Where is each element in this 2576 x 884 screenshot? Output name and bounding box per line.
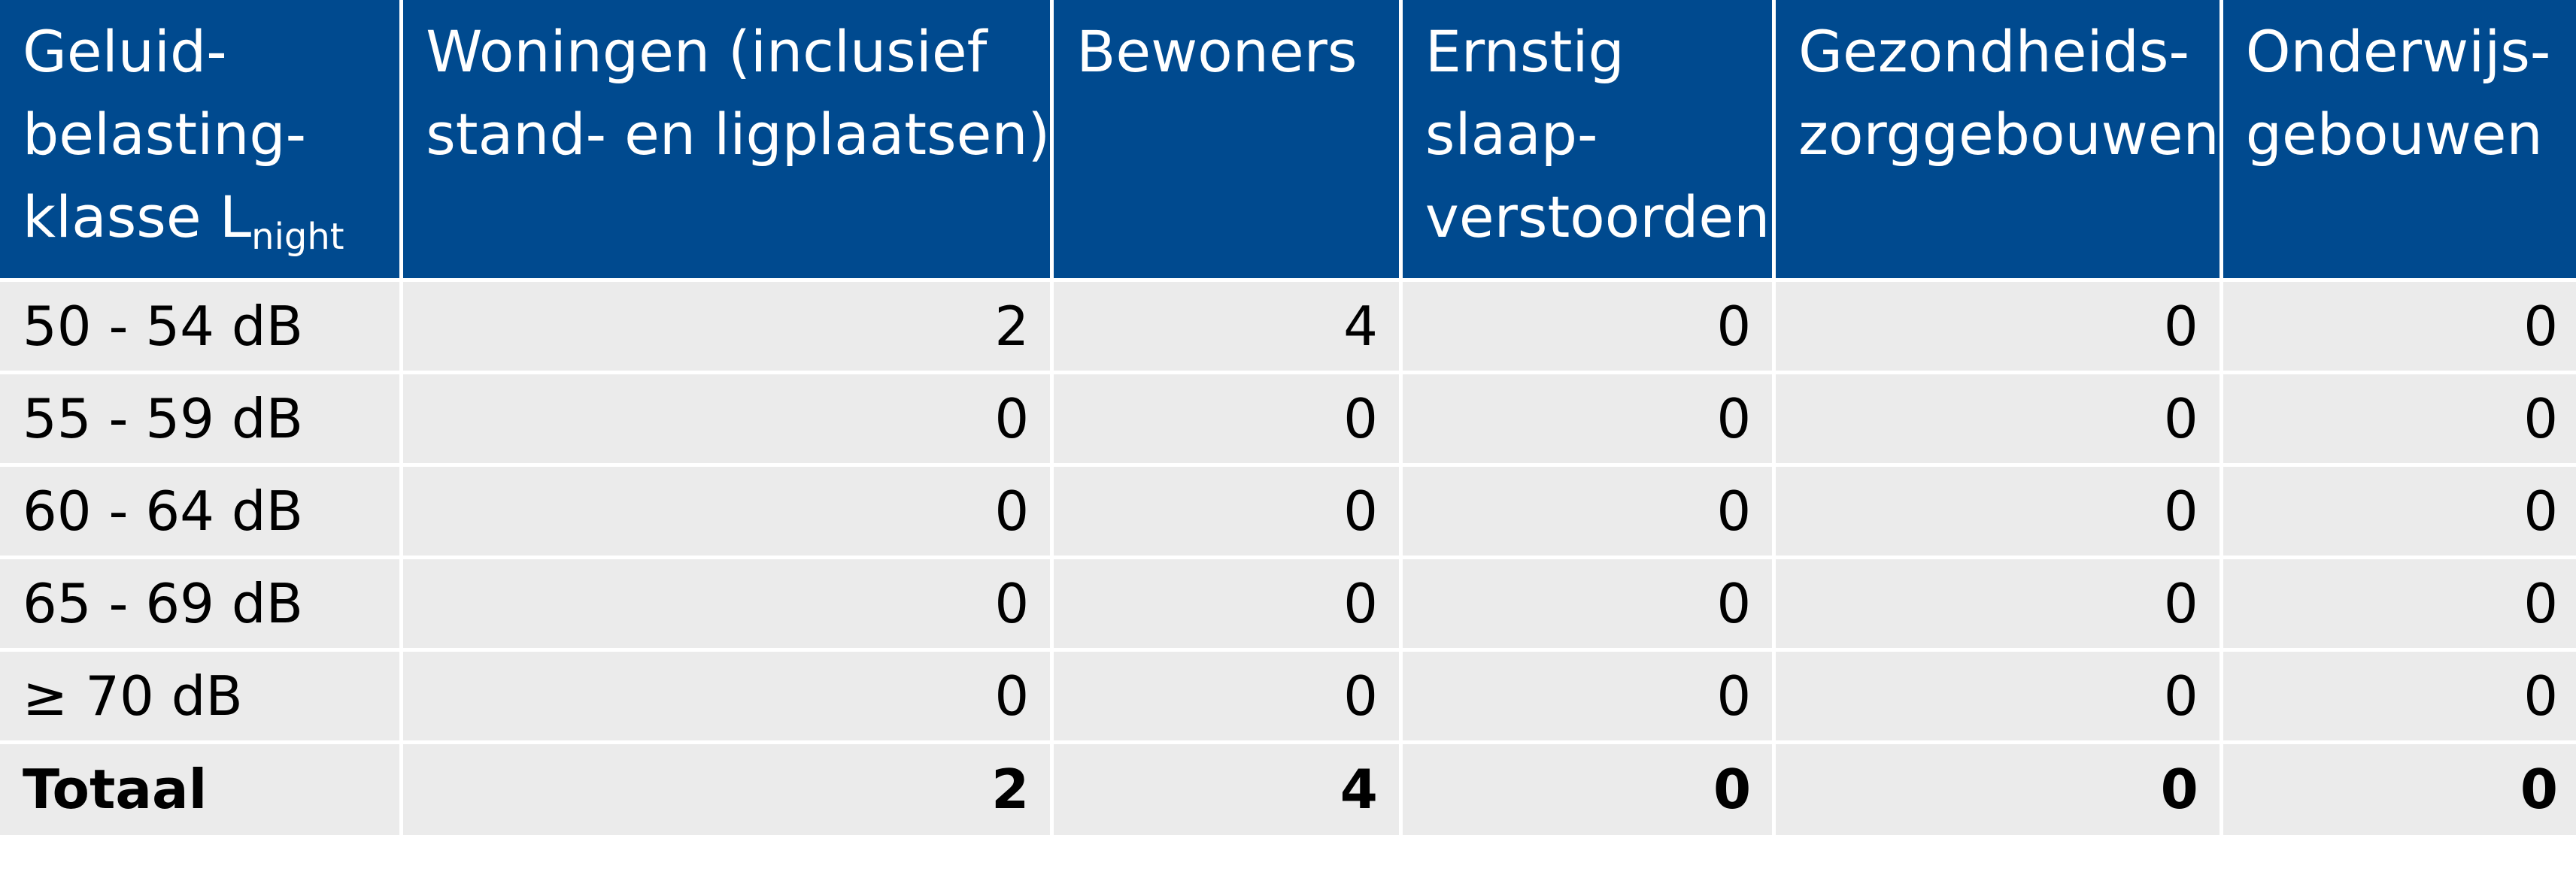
noise-exposure-table: Geluid-belasting-klasse Lnight Woningen …: [0, 0, 2576, 835]
education-total: 0: [2221, 742, 2576, 835]
sleep-disturbed-value: 0: [1400, 557, 1776, 652]
table-row: ≥ 70 dB 0 0 0 0 0: [0, 649, 2576, 745]
header-subscript: night: [251, 216, 344, 259]
header-dwellings: Woningen (inclusief stand- en ligplaatsen…: [401, 0, 1054, 283]
header-sleep-disturbed: Ernstig slaap-verstoorden: [1400, 0, 1776, 283]
total-row: Totaal 2 4 0 0 0: [0, 742, 2576, 835]
header-healthcare-buildings: Gezondheids-zorggebouwen: [1773, 0, 2223, 283]
education-value: 0: [2221, 280, 2576, 375]
education-value: 0: [2221, 557, 2576, 652]
residents-value: 0: [1051, 557, 1403, 652]
header-residents: Bewoners: [1051, 0, 1403, 283]
residents-value: 0: [1051, 465, 1403, 560]
healthcare-value: 0: [1773, 649, 2223, 745]
header-row: Geluid-belasting-klasse Lnight Woningen …: [0, 0, 2576, 283]
dwellings-value: 0: [401, 372, 1054, 468]
table-row: 50 - 54 dB 2 4 0 0 0: [0, 280, 2576, 375]
row-label: 50 - 54 dB: [0, 280, 404, 375]
sleep-disturbed-value: 0: [1400, 649, 1776, 745]
sleep-disturbed-total: 0: [1400, 742, 1776, 835]
healthcare-value: 0: [1773, 557, 2223, 652]
sleep-disturbed-value: 0: [1400, 280, 1776, 375]
residents-value: 0: [1051, 649, 1403, 745]
residents-value: 4: [1051, 280, 1403, 375]
total-label: Totaal: [0, 742, 404, 835]
row-label: ≥ 70 dB: [0, 649, 404, 745]
row-label: 65 - 69 dB: [0, 557, 404, 652]
healthcare-value: 0: [1773, 465, 2223, 560]
row-label: 60 - 64 dB: [0, 465, 404, 560]
dwellings-value: 2: [401, 280, 1054, 375]
header-education-buildings: Onderwijs-gebouwen: [2221, 0, 2576, 283]
dwellings-value: 0: [401, 465, 1054, 560]
table-row: 55 - 59 dB 0 0 0 0 0: [0, 372, 2576, 468]
residents-value: 0: [1051, 372, 1403, 468]
healthcare-value: 0: [1773, 280, 2223, 375]
healthcare-total: 0: [1773, 742, 2223, 835]
education-value: 0: [2221, 649, 2576, 745]
table-row: 65 - 69 dB 0 0 0 0 0: [0, 557, 2576, 652]
sleep-disturbed-value: 0: [1400, 465, 1776, 560]
dwellings-total: 2: [401, 742, 1054, 835]
dwellings-value: 0: [401, 557, 1054, 652]
row-label: 55 - 59 dB: [0, 372, 404, 468]
header-noise-class: Geluid-belasting-klasse Lnight: [0, 0, 404, 283]
education-value: 0: [2221, 465, 2576, 560]
dwellings-value: 0: [401, 649, 1054, 745]
sleep-disturbed-value: 0: [1400, 372, 1776, 468]
healthcare-value: 0: [1773, 372, 2223, 468]
education-value: 0: [2221, 372, 2576, 468]
residents-total: 4: [1051, 742, 1403, 835]
table-row: 60 - 64 dB 0 0 0 0 0: [0, 465, 2576, 560]
